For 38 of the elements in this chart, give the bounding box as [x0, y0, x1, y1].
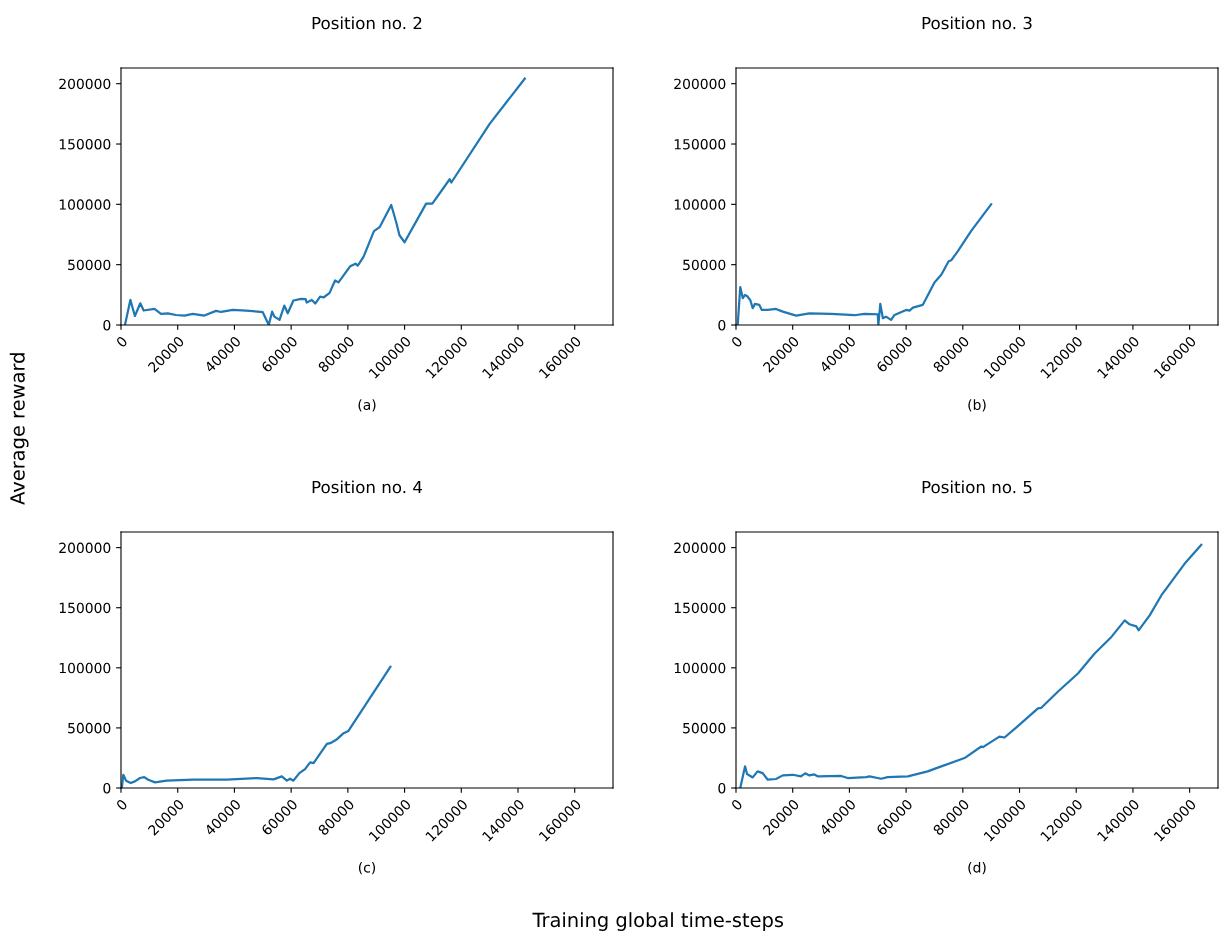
text: (d)	[968, 861, 986, 875]
y-tick-label: 200000	[59, 78, 111, 90]
line-series	[736, 203, 993, 325]
y-tick-label: 50000	[68, 722, 111, 734]
y-axis-title: Average reward	[9, 353, 29, 505]
y-tick-label: 150000	[59, 138, 111, 150]
y-tick-label: 100000	[674, 199, 726, 210]
text: (c)	[358, 861, 376, 875]
y-tick-label: 150000	[59, 602, 111, 614]
x-tick-label: 0	[730, 798, 743, 811]
y-tick-label: 100000	[59, 199, 111, 210]
y-tick-label: 150000	[674, 138, 726, 150]
chart-title: Position no. 2	[312, 16, 422, 30]
y-tick-label: 200000	[59, 542, 111, 554]
line-series	[123, 77, 526, 325]
chart-title: Position no. 4	[312, 480, 422, 494]
x-tick-label: 0	[115, 335, 128, 348]
y-tick-label: 200000	[674, 542, 726, 554]
line-series	[739, 543, 1203, 788]
y-tick-label: 0	[718, 782, 726, 794]
chart-title: Position no. 5	[922, 480, 1032, 494]
x-axis-title: Training global time-steps	[532, 912, 784, 931]
y-tick-label: 0	[103, 319, 111, 331]
x-tick-label: 0	[730, 335, 743, 348]
y-tick-label: 100000	[674, 662, 726, 674]
x-tick-label: 0	[115, 798, 128, 811]
y-tick-label: 0	[103, 782, 111, 794]
y-tick-label: 50000	[683, 259, 726, 271]
text: (a)	[358, 399, 376, 412]
y-tick-label: 0	[718, 319, 726, 331]
line-series	[121, 665, 392, 788]
chart-title: Position no. 3	[922, 16, 1032, 30]
y-tick-label: 50000	[683, 722, 726, 734]
y-tick-label: 150000	[674, 602, 726, 614]
y-tick-label: 100000	[59, 662, 111, 674]
y-tick-label: 200000	[674, 78, 726, 90]
text: (b)	[968, 399, 986, 412]
y-tick-label: 50000	[68, 259, 111, 271]
